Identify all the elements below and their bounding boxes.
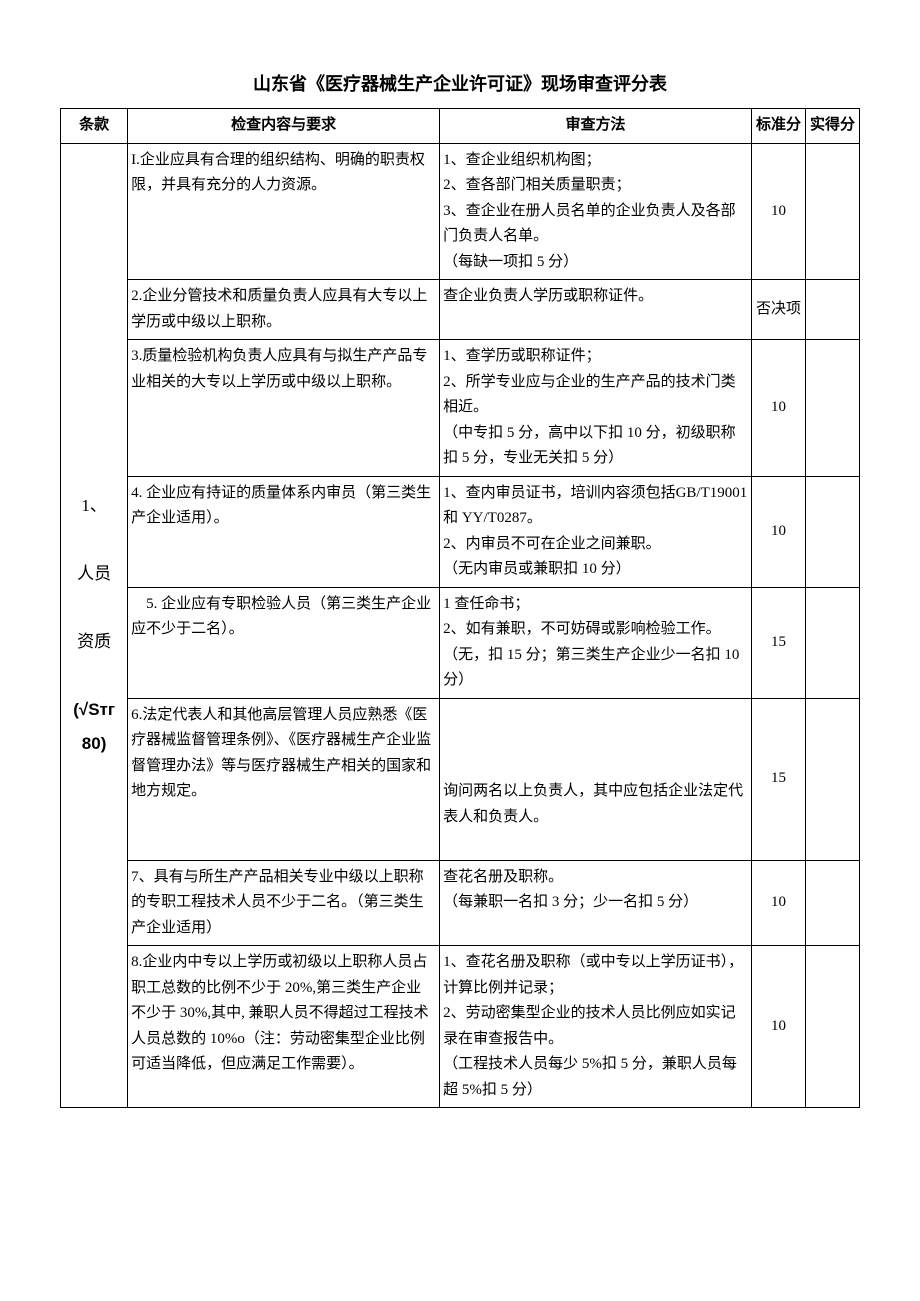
table-row: 4. 企业应有持证的质量体系内审员（第三类生产企业适用）。1、查内审员证书，培训…	[61, 476, 860, 587]
content-cell: 2.企业分管技术和质量负责人应具有大专以上学历或中级以上职称。	[128, 280, 440, 340]
method-cell: 查企业负责人学历或职称证件。	[440, 280, 752, 340]
col-header-method: 审查方法	[440, 109, 752, 144]
actual-score-cell	[806, 860, 860, 946]
col-header-actual-score: 实得分	[806, 109, 860, 144]
clause-line	[64, 523, 124, 557]
actual-score-cell	[806, 143, 860, 280]
method-cell: 询问两名以上负责人，其中应包括企业法定代表人和负责人。	[440, 698, 752, 860]
clause-line	[64, 659, 124, 693]
method-cell: 查花名册及职称。 （每兼职一名扣 3 分；少一名扣 5 分）	[440, 860, 752, 946]
method-cell: 1、查花名册及职称（或中专以上学历证书），计算比例并记录； 2、劳动密集型企业的…	[440, 946, 752, 1108]
table-row: 1、 人员 资质 (√Sтг80)I.企业应具有合理的组织结构、明确的职责权限，…	[61, 143, 860, 280]
clause-line: (√Sтг	[64, 693, 124, 727]
std-score-cell: 15	[752, 587, 806, 698]
actual-score-cell	[806, 340, 860, 477]
clause-line: 人员	[64, 557, 124, 591]
clause-cell: 1、 人员 资质 (√Sтг80)	[61, 143, 128, 1108]
clause-line	[64, 591, 124, 625]
table-row: 3.质量检验机构负责人应具有与拟生产产品专业相关的大专以上学历或中级以上职称。1…	[61, 340, 860, 477]
col-header-clause: 条款	[61, 109, 128, 144]
content-cell: 6.法定代表人和其他高层管理人员应熟悉《医疗器械监督管理条例》、《医疗器械生产企…	[128, 698, 440, 860]
actual-score-cell	[806, 698, 860, 860]
actual-score-cell	[806, 587, 860, 698]
table-row: 6.法定代表人和其他高层管理人员应熟悉《医疗器械监督管理条例》、《医疗器械生产企…	[61, 698, 860, 860]
std-score-cell: 10	[752, 860, 806, 946]
content-cell: 8.企业内中专以上学历或初级以上职称人员占职工总数的比例不少于 20%,第三类生…	[128, 946, 440, 1108]
method-cell: 1、查企业组织机构图； 2、查各部门相关质量职责； 3、查企业在册人员名单的企业…	[440, 143, 752, 280]
col-header-content: 检查内容与要求	[128, 109, 440, 144]
std-score-cell: 15	[752, 698, 806, 860]
method-cell: 1 查任命书； 2、如有兼职，不可妨碍或影响检验工作。 （无，扣 15 分；第三…	[440, 587, 752, 698]
clause-line: 1、	[64, 489, 124, 523]
table-row: 8.企业内中专以上学历或初级以上职称人员占职工总数的比例不少于 20%,第三类生…	[61, 946, 860, 1108]
actual-score-cell	[806, 946, 860, 1108]
content-cell: 7、具有与所生产产品相关专业中级以上职称的专职工程技术人员不少于二名。（第三类生…	[128, 860, 440, 946]
method-cell: 1、查学历或职称证件； 2、所学专业应与企业的生产产品的技术门类相近。 （中专扣…	[440, 340, 752, 477]
content-cell: I.企业应具有合理的组织结构、明确的职责权限，并具有充分的人力资源。	[128, 143, 440, 280]
content-cell: 5. 企业应有专职检验人员（第三类生产企业应不少于二名）。	[128, 587, 440, 698]
page-title: 山东省《医疗器械生产企业许可证》现场审查评分表	[60, 70, 860, 96]
std-score-cell: 否决项	[752, 280, 806, 340]
method-cell: 1、查内审员证书，培训内容须包括GB/T19001 和 YY/T0287。 2、…	[440, 476, 752, 587]
actual-score-cell	[806, 476, 860, 587]
table-header-row: 条款 检查内容与要求 审查方法 标准分 实得分	[61, 109, 860, 144]
clause-line: 80)	[64, 727, 124, 761]
actual-score-cell	[806, 280, 860, 340]
std-score-cell: 10	[752, 340, 806, 477]
content-cell: 4. 企业应有持证的质量体系内审员（第三类生产企业适用）。	[128, 476, 440, 587]
std-score-cell: 10	[752, 476, 806, 587]
content-cell: 3.质量检验机构负责人应具有与拟生产产品专业相关的大专以上学历或中级以上职称。	[128, 340, 440, 477]
std-score-cell: 10	[752, 143, 806, 280]
table-row: 7、具有与所生产产品相关专业中级以上职称的专职工程技术人员不少于二名。（第三类生…	[61, 860, 860, 946]
col-header-std-score: 标准分	[752, 109, 806, 144]
table-row: 2.企业分管技术和质量负责人应具有大专以上学历或中级以上职称。查企业负责人学历或…	[61, 280, 860, 340]
scoring-table: 条款 检查内容与要求 审查方法 标准分 实得分 1、 人员 资质 (√Sтг80…	[60, 108, 860, 1108]
table-row: 5. 企业应有专职检验人员（第三类生产企业应不少于二名）。1 查任命书； 2、如…	[61, 587, 860, 698]
std-score-cell: 10	[752, 946, 806, 1108]
clause-line: 资质	[64, 625, 124, 659]
